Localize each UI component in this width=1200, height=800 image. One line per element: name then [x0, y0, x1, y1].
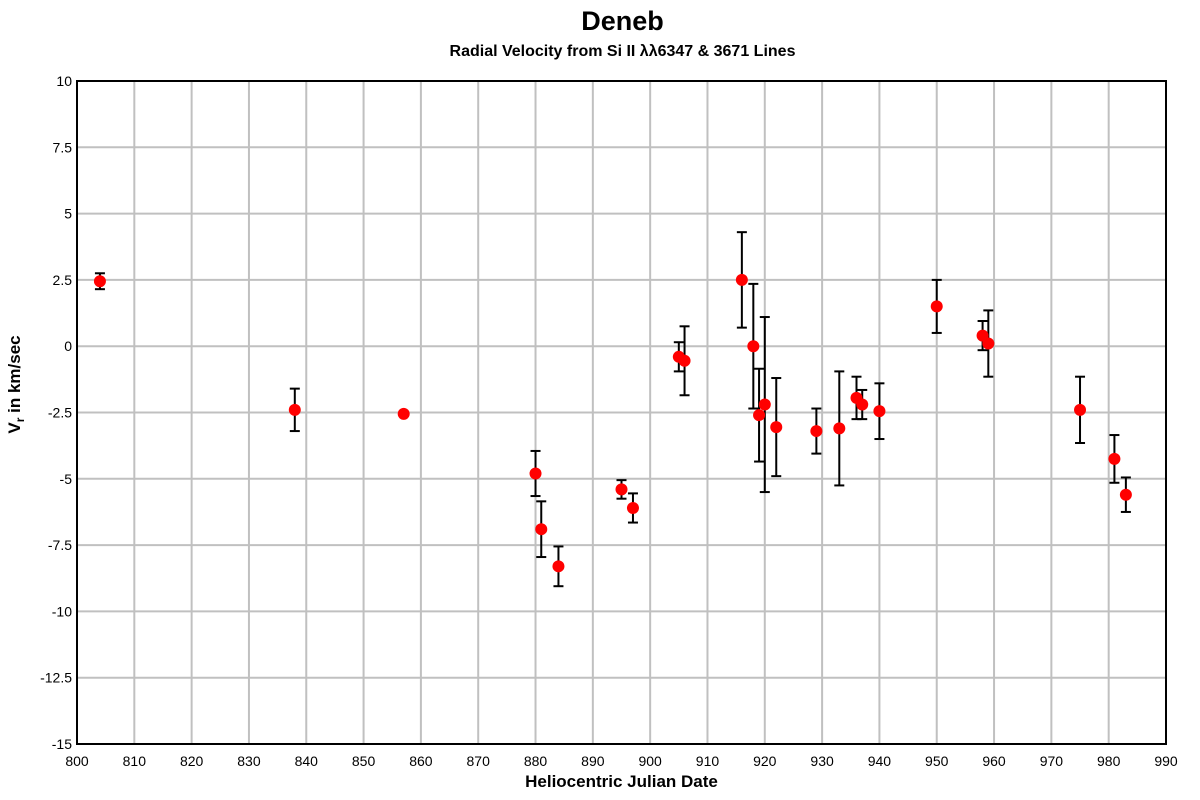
- x-tick-label: 980: [1097, 753, 1121, 769]
- y-axis-tick-labels: 10 7.5 5 2.5 0 -2.5 -5 -7.5 -10 -12.5 -15: [40, 73, 72, 752]
- y-tick-label: -12.5: [40, 670, 72, 686]
- x-tick-label: 840: [295, 753, 319, 769]
- data-point: [615, 483, 628, 496]
- y-tick-label: -5: [60, 471, 73, 487]
- y-axis-label-main: V: [5, 422, 24, 434]
- data-point: [93, 275, 106, 288]
- data-point: [1108, 452, 1121, 465]
- error-bars: [94, 231, 1131, 588]
- x-tick-label: 910: [696, 753, 720, 769]
- x-axis-tick-labels: 800 810 820 830 840 850 860 870 880 890 900 910 920 9…: [65, 753, 1178, 769]
- data-point: [1119, 488, 1132, 501]
- y-axis-label-subscript: r: [13, 417, 27, 422]
- data-point: [552, 560, 565, 573]
- grid-lines: [77, 81, 1166, 744]
- x-tick-label: 870: [467, 753, 491, 769]
- x-tick-label: 930: [810, 753, 834, 769]
- data-point: [753, 409, 766, 422]
- x-tick-label: 900: [638, 753, 662, 769]
- data-point: [856, 398, 869, 411]
- x-tick-label: 810: [123, 753, 147, 769]
- data-point: [930, 300, 943, 313]
- x-tick-label: 830: [237, 753, 261, 769]
- y-tick-label: 7.5: [53, 139, 73, 155]
- y-tick-label: -2.5: [48, 405, 72, 421]
- data-point: [288, 403, 301, 416]
- y-tick-label: -7.5: [48, 537, 72, 553]
- data-point: [810, 425, 823, 438]
- x-tick-label: 880: [524, 753, 548, 769]
- y-tick-label: 10: [56, 73, 72, 89]
- chart-subtitle: Radial Velocity from Si II λλ6347 & 3671…: [449, 43, 796, 60]
- chart-title: Deneb: [581, 6, 664, 36]
- y-axis-label: Vr in km/sec: [5, 335, 27, 433]
- data-point: [735, 273, 748, 286]
- data-point: [1074, 403, 1087, 416]
- data-point: [626, 501, 639, 514]
- x-tick-label: 860: [409, 753, 433, 769]
- y-tick-label: 0: [64, 338, 72, 354]
- x-tick-label: 820: [180, 753, 204, 769]
- y-tick-label: -15: [52, 736, 72, 752]
- x-tick-label: 940: [868, 753, 892, 769]
- y-axis-label-rest: in km/sec: [5, 335, 24, 417]
- x-tick-label: 950: [925, 753, 949, 769]
- data-point: [678, 354, 691, 367]
- x-tick-label: 920: [753, 753, 777, 769]
- data-points: [93, 273, 1132, 573]
- data-point: [758, 398, 771, 411]
- x-tick-label: 970: [1040, 753, 1064, 769]
- x-axis-label: Heliocentric Julian Date: [525, 772, 718, 791]
- y-tick-label: 5: [64, 206, 72, 222]
- data-point: [770, 421, 783, 434]
- x-tick-label: 850: [352, 753, 376, 769]
- x-tick-label: 800: [65, 753, 89, 769]
- y-tick-label: 2.5: [53, 272, 73, 288]
- y-tick-label: -10: [52, 603, 72, 619]
- data-point: [397, 407, 410, 420]
- x-tick-label: 990: [1154, 753, 1178, 769]
- data-point: [873, 405, 886, 418]
- plot-area-frame: [76, 80, 1167, 745]
- x-tick-label: 890: [581, 753, 605, 769]
- data-point: [833, 422, 846, 435]
- x-tick-label: 960: [982, 753, 1006, 769]
- data-point: [535, 523, 548, 536]
- data-point: [982, 337, 995, 350]
- data-point: [747, 340, 760, 353]
- data-point: [529, 467, 542, 480]
